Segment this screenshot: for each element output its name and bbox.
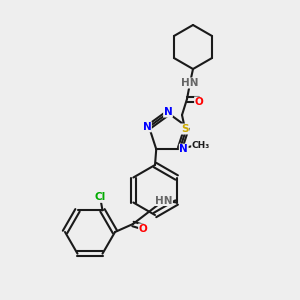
Text: CH₃: CH₃	[192, 141, 210, 150]
Text: N: N	[142, 122, 152, 132]
Text: O: O	[195, 97, 203, 107]
Text: HN: HN	[155, 196, 172, 206]
Text: N: N	[179, 144, 188, 154]
Text: HN: HN	[181, 78, 199, 88]
Text: N: N	[164, 107, 172, 117]
Text: Cl: Cl	[95, 192, 106, 202]
Text: O: O	[139, 224, 147, 234]
Text: S: S	[181, 124, 189, 134]
